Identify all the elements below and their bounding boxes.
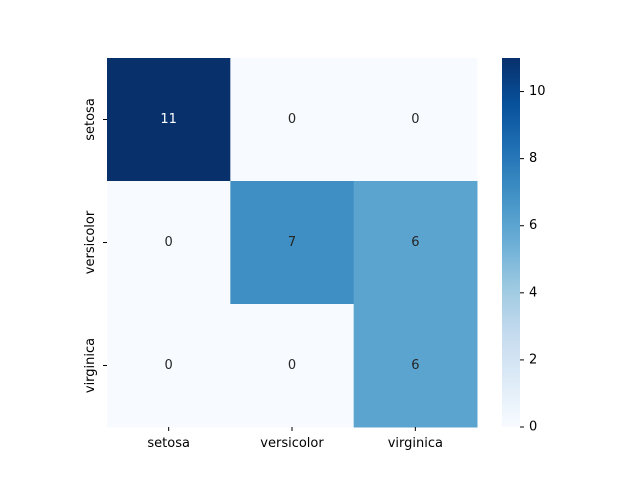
colorbar-tick-label: 2 xyxy=(529,352,537,367)
cell-annotation: 0 xyxy=(165,358,173,373)
cell-annotation: 7 xyxy=(288,235,296,250)
colorbar-tick-label: 10 xyxy=(529,84,546,99)
x-axis: setosa versicolor virginica xyxy=(147,427,443,451)
heatmap-cell xyxy=(353,304,478,428)
cell-annotation: 0 xyxy=(288,358,296,373)
colorbar-tick-label: 0 xyxy=(529,420,537,435)
heatmap-cell xyxy=(230,181,355,305)
heatmap-cell xyxy=(230,58,355,182)
colorbar-gradient xyxy=(502,58,520,427)
heatmap-cell xyxy=(107,181,231,305)
heatmap-cell xyxy=(107,304,231,428)
cell-annotation: 6 xyxy=(411,358,419,373)
x-tick-label: virginica xyxy=(388,436,443,451)
cell-annotation: 6 xyxy=(411,235,419,250)
heatmap-cell xyxy=(107,58,231,182)
x-tick-label: versicolor xyxy=(260,436,324,451)
heatmap-cell xyxy=(353,181,478,305)
cell-annotation: 0 xyxy=(288,112,296,127)
y-tick-label: versicolor xyxy=(83,210,98,274)
y-axis: setosa versicolor virginica xyxy=(83,98,107,393)
cell-annotation: 0 xyxy=(165,235,173,250)
cell-annotation: 11 xyxy=(160,112,177,127)
cell-annotation: 0 xyxy=(411,112,419,127)
y-tick-label: virginica xyxy=(83,338,98,393)
heatmap-cell xyxy=(353,58,478,182)
heatmap-cells xyxy=(107,58,478,428)
heatmap-annotations: 11 0 0 0 7 6 0 0 6 xyxy=(160,112,419,373)
colorbar-tick-label: 6 xyxy=(529,218,537,233)
y-tick-label: setosa xyxy=(83,98,98,141)
heatmap-cell xyxy=(230,304,355,428)
colorbar-tick-label: 8 xyxy=(529,151,537,166)
colorbar-tick-label: 4 xyxy=(529,285,537,300)
colorbar: 0 2 4 6 8 10 xyxy=(502,58,546,435)
x-tick-label: setosa xyxy=(147,436,190,451)
